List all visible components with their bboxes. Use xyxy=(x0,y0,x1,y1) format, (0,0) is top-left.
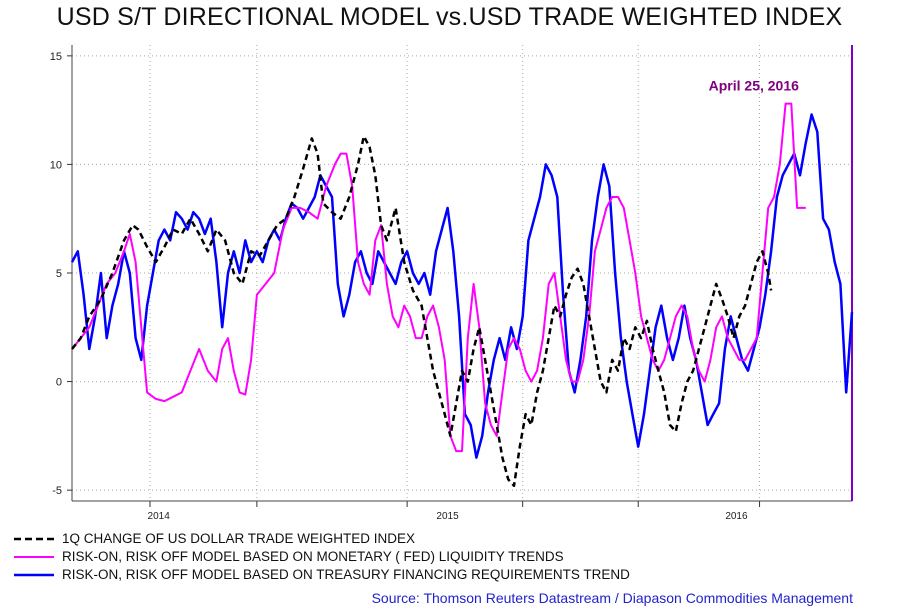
label-layer: -5 0 5 10 15 2014 2015 2016 April 25, 2016 xyxy=(50,51,799,522)
x-tick-label: 2015 xyxy=(436,511,459,522)
y-tick-label: 5 xyxy=(56,268,62,280)
axis-layer xyxy=(67,45,853,507)
legend-swatch-fed xyxy=(14,556,54,558)
y-tick-label: 10 xyxy=(50,159,62,171)
series-line-treasury-model xyxy=(70,113,854,459)
annotation-date-label: April 25, 2016 xyxy=(709,78,799,94)
x-tick-label: 2014 xyxy=(148,511,171,522)
legend-swatch-treasury xyxy=(14,573,54,577)
legend-label-fed: RISK-ON, RISK OFF MODEL BASED ON MONETAR… xyxy=(62,549,564,564)
series-line-dollar-index xyxy=(71,134,773,488)
series-layer xyxy=(70,102,854,488)
legend-swatch-dollar xyxy=(14,537,54,541)
series-line-fed-model xyxy=(71,102,806,453)
chart-title: USD S/T DIRECTIONAL MODEL vs.USD TRADE W… xyxy=(56,3,843,31)
y-tick-label: 15 xyxy=(50,51,62,63)
y-tick-label: 0 xyxy=(56,377,62,389)
legend-label-treasury: RISK-ON, RISK OFF MODEL BASED ON TREASUR… xyxy=(62,567,630,582)
x-tick-label: 2016 xyxy=(725,511,748,522)
legend-label-dollar: 1Q CHANGE OF US DOLLAR TRADE WEIGHTED IN… xyxy=(62,531,416,546)
y-tick-label: -5 xyxy=(52,485,62,497)
source-note: Source: Thomson Reuters Datastream / Dia… xyxy=(371,590,853,606)
